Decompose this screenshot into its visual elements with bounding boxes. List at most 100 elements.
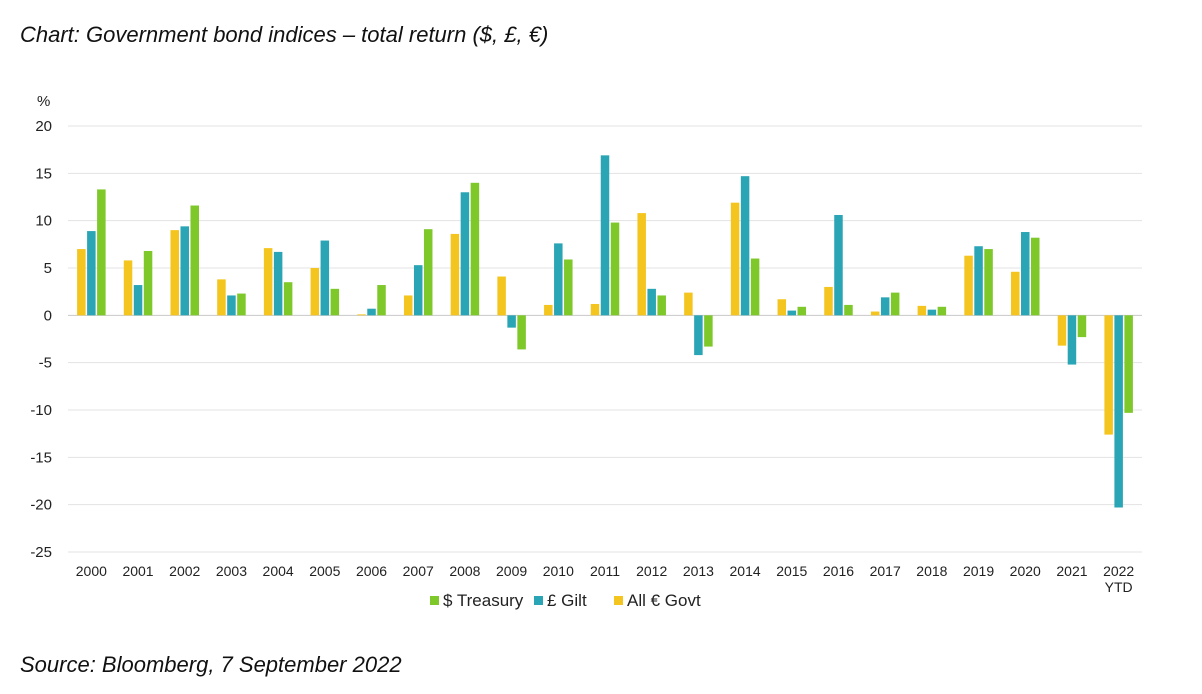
bar	[283, 282, 293, 316]
x-tick-label: 2022 YTD	[1103, 563, 1134, 595]
x-tick-label: 2009	[496, 563, 527, 579]
legend-swatch	[614, 596, 623, 605]
y-tick-label: 0	[44, 307, 52, 324]
chart-source: Source: Bloomberg, 7 September 2022	[20, 652, 402, 677]
x-tick-label: 2012	[636, 563, 667, 579]
x-tick-label: 2011	[590, 563, 620, 579]
bar	[217, 279, 226, 316]
bar	[564, 259, 573, 316]
y-tick-label: 20	[35, 118, 52, 135]
bar	[143, 250, 153, 316]
x-tick-label: 2010	[543, 563, 574, 579]
y-tick-label: -10	[30, 402, 52, 419]
bar	[984, 249, 993, 316]
legend-swatch	[534, 596, 543, 605]
bar	[450, 233, 460, 316]
bar	[1067, 315, 1077, 365]
bar	[834, 214, 843, 316]
x-tick-label: 2013	[683, 563, 714, 579]
x-tick-label: 2001	[122, 563, 153, 579]
x-tick-label: 2006	[356, 563, 387, 579]
bar	[310, 268, 320, 316]
chart-title: Chart: Government bond indices – total r…	[20, 22, 549, 47]
bar	[844, 304, 853, 316]
legend-label: All € Govt	[627, 591, 701, 610]
bar	[123, 260, 133, 316]
x-tick-label: 2016	[823, 563, 854, 579]
bars	[77, 155, 1133, 508]
bar	[77, 249, 86, 316]
bar	[1077, 315, 1087, 338]
y-tick-label: -5	[39, 355, 52, 372]
bar	[740, 176, 750, 316]
y-tick-label: -15	[30, 449, 52, 466]
bar	[927, 309, 937, 316]
bar	[133, 285, 143, 316]
x-tick-label: 2000	[76, 563, 107, 579]
bar	[497, 276, 506, 316]
bar	[403, 295, 413, 316]
x-tick-label: 2004	[263, 563, 294, 579]
x-tick-label: 2021	[1056, 563, 1087, 579]
bar	[890, 292, 900, 316]
bar	[237, 293, 246, 316]
bar	[357, 314, 366, 316]
x-tick-label: 2015	[776, 563, 807, 579]
x-tick-label: 2017	[870, 563, 901, 579]
bar	[517, 315, 526, 350]
y-tick-label: -20	[30, 497, 52, 514]
bar	[610, 222, 620, 316]
y-tick-label: 10	[35, 213, 52, 230]
bar	[460, 192, 470, 316]
bar	[964, 255, 973, 316]
bar	[1104, 315, 1113, 435]
x-tick-label: 2002	[169, 563, 200, 579]
bar	[684, 292, 693, 316]
bar	[1057, 315, 1067, 346]
bar	[330, 288, 340, 316]
y-tick-label: 15	[35, 165, 52, 182]
bar	[777, 299, 787, 316]
bar	[797, 306, 807, 316]
x-axis-ticks: 2000 2001 2002 2003 2004 2005 2006 2007 2008 2009…	[76, 563, 1135, 595]
x-tick-label: 2014	[730, 563, 761, 579]
bar	[694, 315, 703, 356]
bar	[870, 311, 880, 316]
bar	[937, 306, 947, 316]
bar	[730, 202, 740, 316]
y-axis-ticks: 20 15 10 5 0 -5 -10 -15 -20 -25	[30, 118, 52, 561]
y-axis-label: %	[37, 93, 50, 110]
x-tick-label: 2003	[216, 563, 247, 579]
bar	[590, 303, 600, 316]
bar	[1011, 271, 1020, 316]
bar	[880, 297, 890, 316]
bar	[190, 205, 199, 316]
bar	[1021, 232, 1030, 316]
x-tick-label: 2019	[963, 563, 994, 579]
bar	[377, 285, 386, 316]
bar	[170, 230, 179, 316]
bar	[87, 231, 96, 316]
bar	[97, 189, 106, 316]
x-tick-label: 2007	[403, 563, 434, 579]
legend-label: $ Treasury	[443, 591, 524, 610]
bar	[1031, 237, 1040, 316]
bar	[507, 315, 516, 328]
bar	[974, 246, 983, 316]
y-tick-label: -25	[30, 544, 52, 561]
bar	[657, 295, 666, 316]
x-tick-label: 2020	[1010, 563, 1041, 579]
bar	[917, 305, 927, 316]
bar	[787, 310, 797, 316]
bar	[750, 258, 760, 316]
bar	[273, 251, 283, 316]
bar	[413, 265, 423, 316]
y-tick-label: 5	[44, 260, 52, 277]
bar	[320, 240, 330, 316]
bar	[227, 295, 236, 316]
bar	[1114, 315, 1123, 508]
bar	[1124, 315, 1133, 413]
legend: $ Treasury £ Gilt All € Govt	[430, 591, 701, 610]
x-tick-label: 2018	[916, 563, 947, 579]
